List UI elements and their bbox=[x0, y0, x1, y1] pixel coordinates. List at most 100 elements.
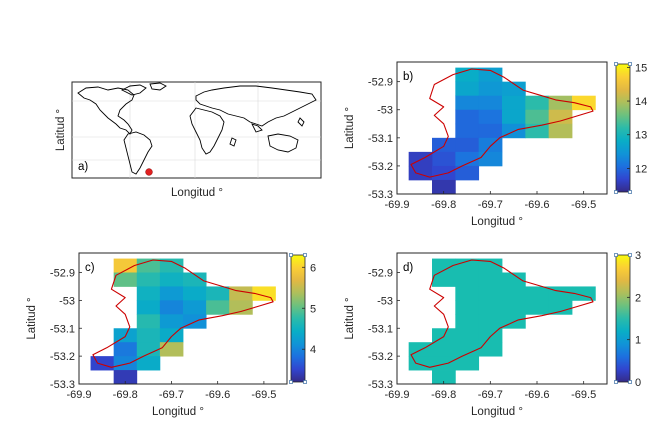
heatmap-cell bbox=[455, 95, 480, 111]
x-tick-label: -69.6 bbox=[205, 389, 230, 401]
area-boundary bbox=[410, 68, 594, 178]
heatmap-cell bbox=[525, 109, 550, 125]
heatmap-cell bbox=[432, 258, 456, 273]
heatmap-cell bbox=[455, 272, 480, 287]
heatmap-cell bbox=[548, 95, 573, 111]
x-tick-label: -69.6 bbox=[524, 389, 549, 401]
y-tick-label: -53 bbox=[377, 295, 393, 307]
heatmap-cell bbox=[455, 137, 480, 153]
heatmap-cell bbox=[455, 258, 480, 273]
heatmap-cell bbox=[136, 314, 161, 329]
heatmap-cell bbox=[90, 356, 115, 371]
heatmap-cell bbox=[432, 356, 456, 371]
colorbar-tick-label: 4 bbox=[310, 344, 316, 356]
heatmap-cell bbox=[502, 272, 526, 287]
heatmap-cell bbox=[455, 356, 480, 371]
heatmap-cell bbox=[502, 95, 526, 111]
colorbar-tick-label: 14 bbox=[635, 96, 647, 108]
heatmap-cell bbox=[432, 179, 456, 195]
heatmap-cell bbox=[159, 314, 184, 329]
y-tick-label: -53 bbox=[59, 295, 75, 307]
colorbar-gradient bbox=[290, 254, 306, 383]
panel-c-label: c) bbox=[85, 262, 95, 274]
heatmap-cell bbox=[455, 81, 480, 97]
heatmap-cell bbox=[478, 137, 503, 153]
heatmap-cell bbox=[159, 342, 184, 357]
x-tick-label: -69.5 bbox=[251, 389, 276, 401]
x-axis-label: Longitud ° bbox=[471, 216, 523, 228]
colorbar-tick-label: 6 bbox=[310, 262, 316, 274]
heatmap-cell bbox=[113, 342, 138, 357]
x-tick-label: -69.9 bbox=[66, 389, 91, 401]
y-tick-label: -52.9 bbox=[368, 268, 393, 280]
x-axis-label: Longitud ° bbox=[471, 406, 523, 418]
heatmap-cell bbox=[136, 300, 161, 315]
area-boundary bbox=[92, 259, 274, 368]
heatmap-cell bbox=[455, 67, 480, 83]
heatmap-cell bbox=[455, 328, 480, 343]
heatmap-cell bbox=[478, 95, 503, 111]
y-tick-label: -53.1 bbox=[368, 133, 393, 145]
heatmap-cell bbox=[478, 286, 503, 301]
panel-d: -69.9 -69.8 -69.7 -69.6 -69.5 -52.9 -53 -53.1 -5… bbox=[344, 250, 641, 418]
colorbar-tick-label: 3 bbox=[635, 250, 641, 262]
heatmap-cell bbox=[502, 81, 526, 97]
colorbar: 0 1 2 3 bbox=[614, 250, 641, 389]
heatmap-cell bbox=[229, 286, 253, 301]
heatmap-cell bbox=[478, 342, 503, 357]
heatmap-cell bbox=[455, 342, 480, 357]
colorbar-handle bbox=[614, 253, 618, 257]
x-tick-label: -69.9 bbox=[384, 389, 409, 401]
y-tick-label: -53.2 bbox=[368, 161, 393, 173]
colorbar-handle bbox=[614, 62, 618, 66]
colorbar-gradient bbox=[615, 254, 631, 383]
x-tick-label: -69.7 bbox=[478, 389, 503, 401]
y-tick-label: -53.3 bbox=[368, 189, 393, 201]
heatmap-cell bbox=[455, 286, 480, 301]
colorbar-tick-label: 12 bbox=[635, 163, 647, 175]
heatmap-cell bbox=[183, 300, 207, 315]
colorbar-handle bbox=[303, 253, 307, 257]
heatmap-cell bbox=[136, 342, 161, 357]
x-tick-label: -69.8 bbox=[431, 199, 456, 211]
y-axis-label: Latitud ° bbox=[344, 107, 356, 149]
colorbar-handle bbox=[614, 380, 618, 384]
heatmap-cell bbox=[432, 151, 456, 167]
heatmap-cell bbox=[478, 81, 503, 97]
colorbar-tick-label: 0 bbox=[635, 377, 641, 389]
y-axis-label: Latitud ° bbox=[344, 297, 356, 339]
colorbar-handle bbox=[628, 380, 632, 384]
heatmap-cells bbox=[408, 67, 596, 195]
area-boundary bbox=[410, 259, 594, 368]
panel-b: -69.9 -69.8 -69.7 -69.6 -69.5 -52.9 -53 -53.1 -5… bbox=[344, 61, 647, 228]
colorbar: 4 5 6 bbox=[289, 253, 316, 384]
heatmap-cell bbox=[136, 286, 161, 301]
panel-b-label: b) bbox=[403, 71, 413, 83]
heatmap-cell bbox=[432, 165, 456, 181]
colorbar-handle bbox=[289, 380, 293, 384]
heatmap-cell bbox=[159, 328, 184, 343]
heatmap-cell bbox=[432, 370, 456, 385]
colorbar-tick-label: 15 bbox=[635, 62, 647, 74]
x-tick-label: -69.5 bbox=[571, 389, 596, 401]
x-tick-label: -69.7 bbox=[478, 199, 503, 211]
colorbar-handle bbox=[628, 253, 632, 257]
x-tick-label: -69.5 bbox=[571, 199, 596, 211]
heatmap-cell bbox=[183, 272, 207, 287]
heatmap-cell bbox=[455, 123, 480, 139]
heatmap-cell bbox=[159, 286, 184, 301]
heatmap-cell bbox=[478, 314, 503, 329]
heatmap-cell bbox=[502, 300, 526, 315]
heatmap-cell bbox=[478, 258, 503, 273]
panel-a-frame bbox=[71, 81, 322, 179]
colorbar: 12 13 14 15 bbox=[614, 62, 647, 194]
heatmap-cell bbox=[206, 286, 230, 301]
x-tick-label: -69.6 bbox=[524, 199, 549, 211]
heatmap-cell bbox=[548, 109, 573, 125]
heatmap-cell bbox=[525, 300, 550, 315]
heatmap-cell bbox=[502, 109, 526, 125]
heatmap-cell bbox=[136, 258, 161, 273]
heatmap-cell bbox=[206, 300, 230, 315]
axes-box bbox=[396, 61, 608, 195]
